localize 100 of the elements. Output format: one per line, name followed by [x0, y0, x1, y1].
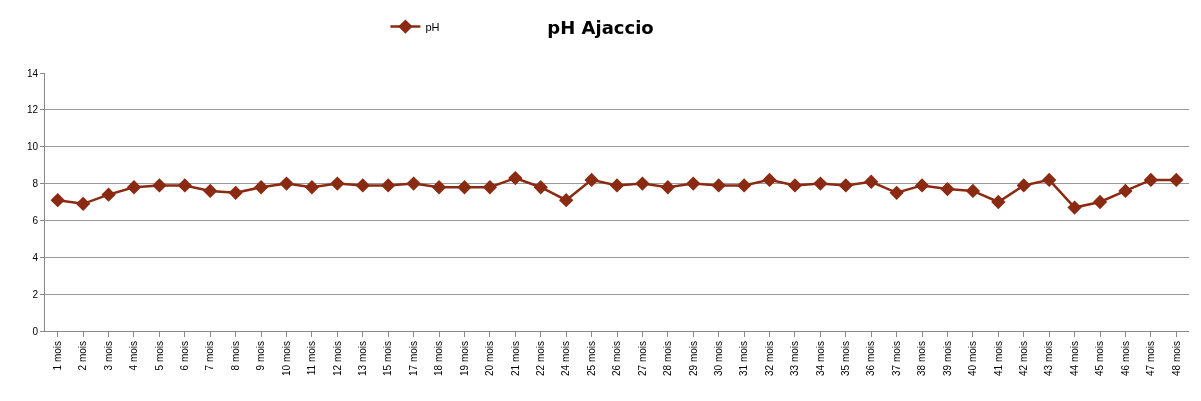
point [609, 178, 625, 193]
point [152, 178, 167, 193]
x-tick-label: 15 mois [382, 341, 394, 377]
x-tick-label: 42 mois [1018, 341, 1030, 377]
y-tick-label: 10 [26, 141, 39, 153]
y-tick-label: 2 [32, 288, 39, 300]
x-tick-label: 19 mois [458, 341, 470, 377]
point [1169, 172, 1184, 188]
point [381, 178, 396, 193]
point [1118, 183, 1133, 199]
point [1143, 172, 1159, 188]
x-tick-label: 13 mois [357, 341, 369, 377]
point [126, 180, 142, 195]
point [355, 178, 370, 193]
point [813, 176, 828, 191]
point [406, 176, 421, 191]
x-tick-label: 3 mois [102, 341, 114, 371]
x-tick-label: 38 mois [916, 341, 928, 377]
point [228, 185, 243, 200]
x-tick-label: 33 mois [789, 341, 801, 377]
x-tick-label: 2 mois [77, 341, 89, 371]
point [253, 180, 269, 195]
point [635, 176, 650, 191]
x-tick-label: 21 mois [509, 341, 521, 377]
point [431, 180, 447, 195]
x-tick-label: 27 mois [636, 341, 648, 377]
point [914, 178, 930, 193]
point [686, 176, 701, 191]
y-tick-label: 0 [32, 325, 39, 337]
x-tick-label: 5 mois [153, 341, 165, 371]
point [660, 180, 675, 195]
point [1016, 178, 1031, 193]
point [940, 181, 955, 197]
y-tick-label: 4 [32, 251, 39, 263]
point [482, 180, 498, 195]
x-tick-label: 18 mois [433, 341, 445, 377]
point [330, 176, 345, 191]
point [203, 183, 218, 199]
x-tick-label: 47 mois [1145, 341, 1157, 377]
point [177, 178, 192, 193]
point [533, 180, 548, 195]
x-tick-label: 6 mois [179, 341, 191, 371]
x-tick-label: 10 mois [280, 341, 292, 377]
x-tick-label: 22 mois [534, 341, 546, 377]
y-tick-label: 14 [26, 67, 39, 79]
x-tick-label: 31 mois [738, 341, 750, 377]
x-tick-label: 32 mois [763, 341, 775, 377]
point [965, 183, 981, 199]
point [864, 174, 879, 189]
y-tick-label: 12 [26, 104, 39, 116]
y-tick-label: 6 [32, 214, 39, 226]
x-tick-label: 7 mois [204, 341, 216, 371]
point [889, 185, 904, 200]
point [279, 176, 294, 191]
point [1067, 200, 1082, 215]
x-tick-label: 29 mois [687, 341, 699, 377]
chart-title: pH Ajaccio [547, 17, 654, 39]
point [787, 178, 803, 193]
x-tick-label: 11 mois [306, 341, 318, 376]
x-tick-label: 28 mois [662, 341, 674, 377]
point [508, 170, 523, 186]
x-tick-label: 35 mois [840, 341, 852, 377]
point [559, 193, 574, 208]
y-tick-label: 8 [32, 178, 39, 190]
x-tick-label: 44 mois [1068, 341, 1080, 377]
x-tick-label: 12 mois [331, 341, 343, 377]
x-tick-label: 17 mois [407, 341, 419, 377]
point [101, 187, 116, 202]
x-tick-label: 9 mois [255, 341, 267, 371]
x-tick-label: 4 mois [128, 341, 140, 371]
x-tick-label: 25 mois [585, 341, 597, 377]
point [991, 194, 1006, 210]
x-tick-label: 26 mois [611, 341, 623, 377]
x-tick-label: 48 mois [1170, 341, 1182, 377]
x-tick-label: 41 mois [992, 341, 1004, 377]
x-tick-label: 46 mois [1119, 341, 1131, 377]
point [457, 180, 472, 195]
x-tick-label: 24 mois [560, 341, 572, 377]
x-tick-label: 30 mois [712, 341, 724, 377]
x-tick-label: 8 mois [229, 341, 241, 371]
point [711, 178, 726, 193]
x-tick-label: 40 mois [967, 341, 979, 377]
x-tick-label: 20 mois [484, 341, 496, 377]
x-tick-label: 39 mois [941, 341, 953, 377]
point [736, 178, 752, 193]
x-tick-label: 45 mois [1094, 341, 1106, 377]
point [304, 180, 320, 195]
x-tick-label: 1 mois [51, 341, 63, 371]
point [50, 193, 65, 208]
point [75, 196, 91, 211]
x-tick-label: 34 mois [814, 341, 826, 377]
point [584, 172, 599, 188]
x-tick-label: 36 mois [865, 341, 877, 377]
x-tick-label: 37 mois [890, 341, 902, 377]
point [1042, 172, 1057, 188]
legend-label: pH [425, 20, 440, 33]
point [1092, 194, 1108, 210]
point [838, 178, 853, 193]
x-tick-label: 43 mois [1043, 341, 1055, 377]
point [762, 172, 777, 188]
